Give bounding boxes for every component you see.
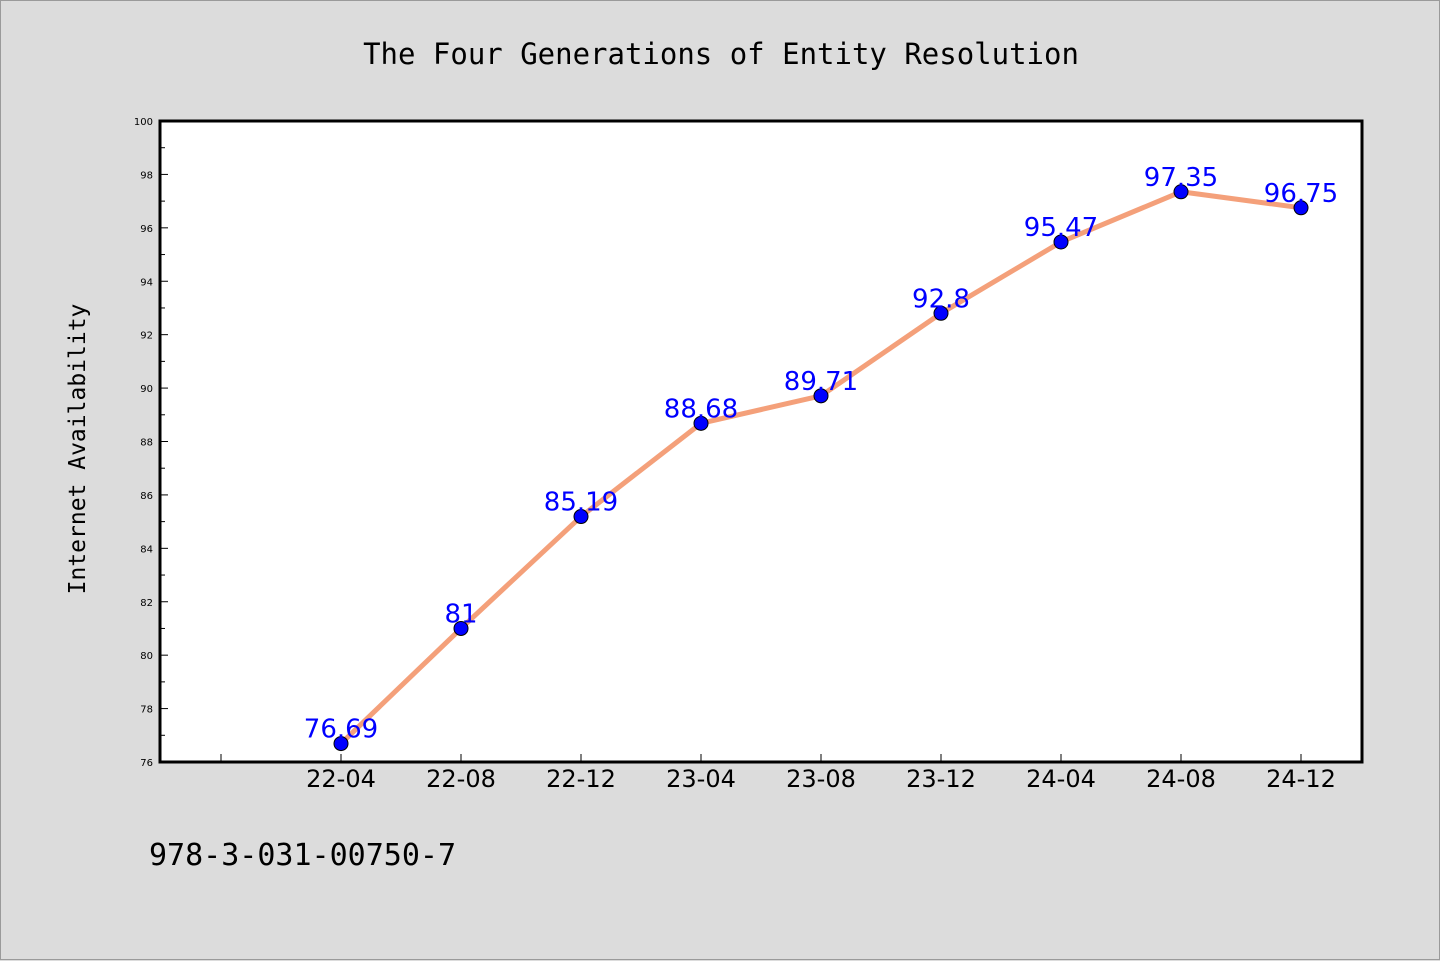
y-tick-label: 92 bbox=[140, 331, 153, 342]
data-point-marker bbox=[1173, 184, 1189, 200]
x-tick-label: 24-08 bbox=[1146, 765, 1216, 793]
y-tick-label: 96 bbox=[140, 224, 153, 235]
data-label: 85.19 bbox=[544, 488, 618, 518]
data-label: 95.47 bbox=[1024, 213, 1098, 243]
data-point-marker bbox=[933, 305, 949, 321]
x-tick-label: 23-08 bbox=[786, 765, 856, 793]
y-axis-label: Internet Availability bbox=[65, 304, 91, 595]
data-point-marker bbox=[693, 415, 709, 431]
data-label: 92.8 bbox=[912, 284, 970, 314]
plot-frame bbox=[158, 119, 1364, 764]
x-tick-label: 24-12 bbox=[1266, 765, 1336, 793]
y-tick-label: 98 bbox=[140, 170, 153, 181]
x-tick-label: 22-08 bbox=[426, 765, 496, 793]
y-tick-label: 76 bbox=[140, 758, 153, 769]
y-tick-label: 82 bbox=[140, 598, 153, 609]
data-point-marker bbox=[1053, 234, 1069, 250]
data-point-marker bbox=[813, 388, 829, 404]
y-tick-label: 84 bbox=[140, 544, 153, 555]
y-tick-label: 90 bbox=[140, 384, 153, 395]
x-tick-label: 23-12 bbox=[906, 765, 976, 793]
x-tick-label: 24-04 bbox=[1026, 765, 1096, 793]
data-point-marker bbox=[573, 509, 589, 525]
x-tick-label: 23-04 bbox=[666, 765, 736, 793]
plot-area bbox=[160, 121, 1362, 762]
x-tick-label: 22-12 bbox=[546, 765, 616, 793]
y-tick-label: 100 bbox=[134, 117, 153, 128]
x-axis: 22-04 22-08 22-12 23-04 23-08 23-12 24-04 24-08… bbox=[220, 754, 1336, 793]
chart-title: The Four Generations of Entity Resolutio… bbox=[363, 37, 1079, 71]
y-tick-label: 80 bbox=[140, 651, 153, 662]
series-layer bbox=[333, 184, 1309, 752]
data-point-marker bbox=[1293, 200, 1309, 216]
data-label: 89.71 bbox=[784, 367, 858, 397]
data-label: 81 bbox=[444, 599, 477, 629]
data-label: 88.68 bbox=[664, 394, 738, 424]
y-tick-label: 94 bbox=[140, 277, 153, 288]
isbn-footer: 978-3-031-00750-7 bbox=[149, 838, 456, 873]
data-point-marker bbox=[453, 620, 469, 636]
data-label: 76.69 bbox=[304, 715, 378, 745]
y-tick-label: 78 bbox=[140, 705, 153, 716]
y-tick-label: 86 bbox=[140, 491, 153, 502]
y-tick-label: 88 bbox=[140, 438, 153, 449]
data-point-marker bbox=[333, 736, 349, 752]
data-label: 96.75 bbox=[1264, 179, 1338, 209]
y-axis: 76 78 80 82 84 86 88 90 92 94 96 98 100 bbox=[134, 117, 168, 769]
x-tick-label: 22-04 bbox=[306, 765, 376, 793]
data-label: 97.35 bbox=[1144, 163, 1218, 193]
data-label-layer: 76.69 81 85.19 88.68 89.71 92.8 95.47 97.35 96.7… bbox=[304, 163, 1338, 745]
